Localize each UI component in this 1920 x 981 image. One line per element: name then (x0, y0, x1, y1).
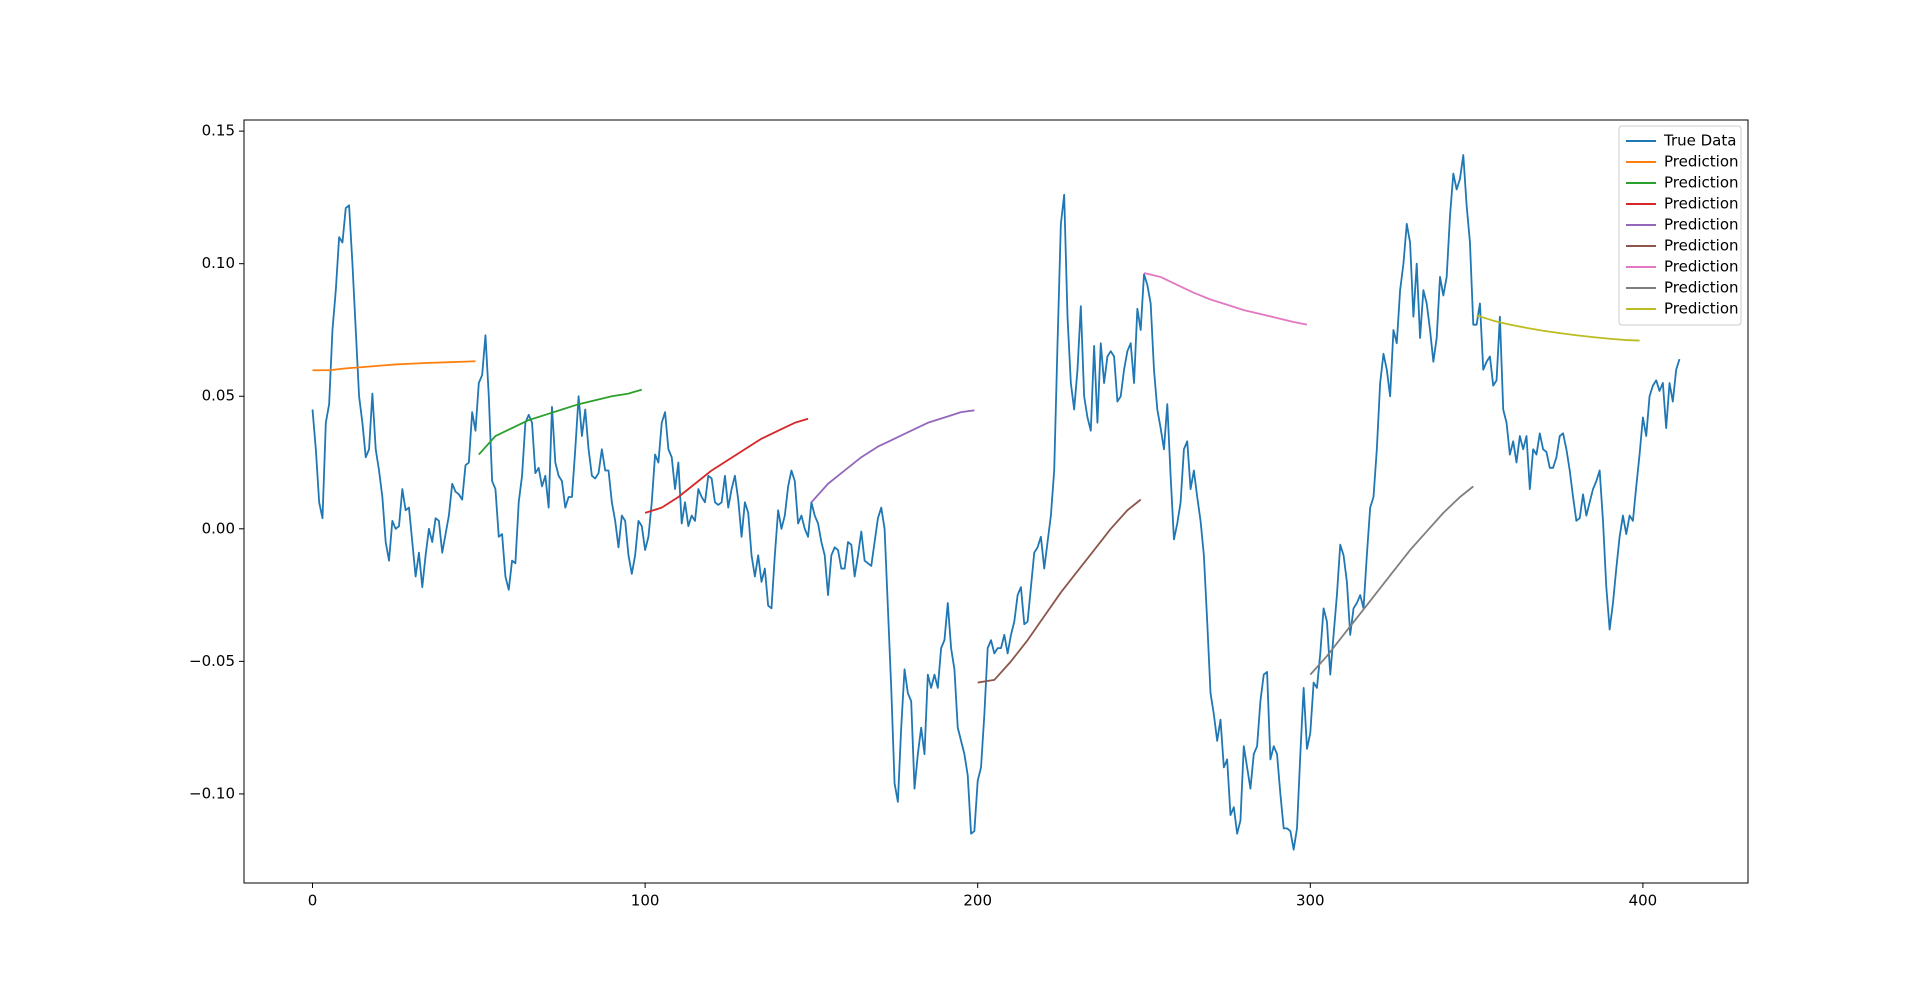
legend-label: Prediction (1664, 153, 1739, 171)
legend-label: Prediction (1664, 216, 1739, 234)
data-line (977, 498, 1142, 684)
y-tick-label: 0.05 (202, 387, 235, 405)
x-tick-label: 0 (308, 892, 318, 910)
data-line (810, 409, 975, 503)
y-tick-label: 0.15 (202, 122, 235, 140)
legend-label: Prediction (1664, 237, 1739, 255)
data-line (1309, 485, 1474, 676)
data-line (311, 154, 1681, 851)
data-line (312, 360, 476, 372)
x-tick-label: 400 (1629, 892, 1658, 910)
legend-label: Prediction (1664, 258, 1739, 276)
legend-box (1618, 125, 1742, 326)
legend-label: Prediction (1664, 174, 1739, 192)
x-tick-label: 300 (1296, 892, 1325, 910)
data-line (478, 388, 643, 456)
plot-frame (243, 119, 1749, 884)
x-tick-label: 200 (963, 892, 992, 910)
data-line (644, 417, 809, 514)
y-tick-label: −0.05 (189, 652, 235, 670)
y-tick-label: 0.10 (202, 254, 235, 272)
legend-label: Prediction (1664, 195, 1739, 213)
legend-label: True Data (1663, 132, 1736, 150)
x-tick-label: 100 (631, 892, 660, 910)
legend-label: Prediction (1664, 279, 1739, 297)
legend: True Data Prediction Prediction Prediction P… (1618, 125, 1742, 326)
data-line (1476, 314, 1640, 342)
data-line (1143, 272, 1308, 326)
y-tick-label: 0.00 (202, 519, 235, 537)
y-tick-label: −0.10 (189, 784, 235, 802)
legend-label: Prediction (1664, 300, 1739, 318)
